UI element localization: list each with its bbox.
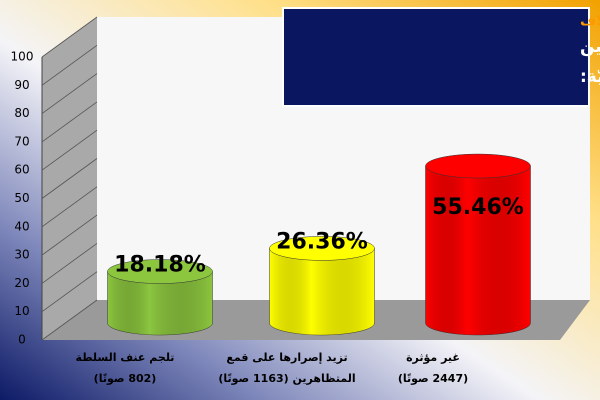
y-tick-label: 80 — [14, 106, 29, 120]
title-line: التطورات الأخيرة في الموقفين — [580, 36, 600, 57]
value-label: 26.36% — [276, 229, 368, 254]
grid-line — [41, 129, 98, 171]
x-tick-label: تزيد إصرارها على قمع — [226, 351, 347, 364]
value-label: 55.46% — [432, 195, 524, 220]
title-box — [282, 7, 590, 107]
x-tick-label: غير مؤثرة — [406, 351, 460, 364]
subtitle: استفتاء إيلاف — [580, 13, 600, 29]
x-tick-label: المتظاهرين (1163 صوتًا) — [218, 372, 355, 385]
y-tick-label: 100 — [11, 50, 34, 64]
y-tick-label: 50 — [14, 191, 29, 205]
x-tick-label: (802 صوتًا) — [94, 372, 157, 385]
title-line: العربي والدولي تجاه الأزمة السوريّة: — [580, 66, 600, 87]
cylinder-top — [269, 236, 375, 261]
y-tick-label: 40 — [14, 219, 29, 233]
y-tick-label: 70 — [14, 134, 29, 148]
y-tick-label: 90 — [14, 78, 29, 92]
grid-line — [41, 299, 98, 341]
cylinder-top — [107, 259, 213, 284]
cylinder-shade — [425, 166, 531, 335]
grid-line — [41, 186, 98, 228]
y-tick-label: 10 — [14, 304, 29, 318]
cylinder-top — [425, 153, 531, 179]
y-tick-label: 0 — [18, 333, 26, 347]
grid-line — [41, 214, 98, 256]
y-tick-label: 60 — [14, 163, 29, 177]
grid-line — [41, 44, 98, 86]
x-tick-label: (2447 صوتًا) — [398, 372, 468, 385]
value-label: 18.18% — [114, 253, 206, 278]
grid-line — [41, 101, 98, 143]
grid-line — [41, 16, 98, 58]
grid-line — [41, 158, 98, 199]
y-tick-label: 30 — [14, 248, 29, 262]
cylinder-shade — [107, 271, 213, 335]
cylinder-shade — [269, 248, 375, 335]
grid-line — [41, 243, 98, 284]
y-tick-label: 20 — [14, 276, 29, 290]
x-tick-label: تلجم عنف السلطة — [76, 351, 175, 364]
grid-line — [41, 271, 98, 313]
grid-line — [41, 73, 98, 114]
